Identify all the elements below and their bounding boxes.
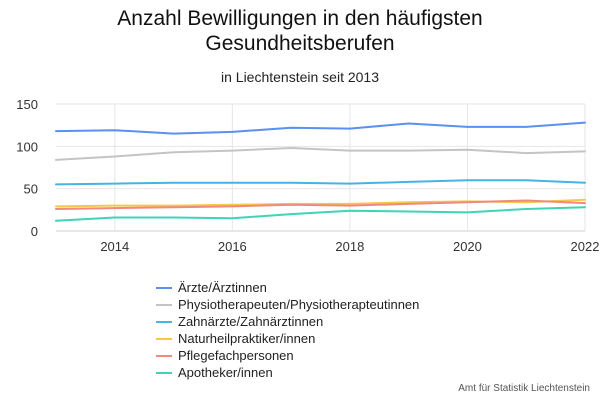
line-chart: 0 50 100 150 2014 2016 2018 2020 2022 — [16, 97, 599, 254]
legend-swatch — [156, 354, 172, 357]
legend-swatch — [156, 303, 172, 306]
x-tick-label: 2022 — [571, 239, 600, 254]
legend-item: Zahnärzte/Zahnärztinnen — [156, 313, 419, 330]
chart-title: Anzahl Bewilligungen in den häufigsten G… — [0, 6, 600, 56]
series-line-3 — [55, 179, 586, 186]
legend-swatch — [156, 337, 172, 340]
series-line-5 — [55, 199, 586, 210]
y-tick-label: 0 — [31, 224, 38, 239]
y-axis-ticks: 0 50 100 150 — [16, 97, 38, 239]
legend-item: Naturheilpraktiker/innen — [156, 330, 419, 347]
legend-item: Pflegefachpersonen — [156, 347, 419, 364]
legend-label: Pflegefachpersonen — [178, 348, 294, 363]
x-tick-label: 2014 — [100, 239, 129, 254]
legend-swatch — [156, 286, 172, 289]
x-tick-label: 2018 — [335, 239, 364, 254]
legend-item: Ärzte/Ärztinnen — [156, 279, 419, 296]
source-note: Amt für Statistik Liechtenstein — [458, 383, 590, 394]
legend-label: Ärzte/Ärztinnen — [178, 280, 267, 295]
legend-item: Physiotherapeuten/Physiotherapteutinnen — [156, 296, 419, 313]
y-tick-label: 150 — [16, 97, 38, 112]
grid-lines — [56, 103, 586, 232]
series-lines — [55, 121, 586, 222]
x-axis-ticks: 2014 2016 2018 2020 2022 — [100, 239, 599, 254]
x-tick-label: 2020 — [453, 239, 482, 254]
chart-title-line-1: Anzahl Bewilligungen in den häufigsten — [117, 7, 483, 30]
y-tick-label: 50 — [24, 182, 38, 197]
x-tick-label: 2016 — [218, 239, 247, 254]
legend-swatch — [156, 371, 172, 374]
legend-label: Physiotherapeuten/Physiotherapteutinnen — [178, 297, 420, 312]
y-tick-label: 100 — [16, 139, 38, 154]
chart-subtitle: in Liechtenstein seit 2013 — [221, 69, 379, 85]
legend-label: Apotheker/innen — [178, 365, 273, 380]
chart-legend: Ärzte/Ärztinnen Physiotherapeuten/Physiot… — [156, 279, 419, 381]
series-line-6 — [55, 206, 586, 222]
chart-title-line-2: Gesundheitsberufen — [205, 32, 395, 55]
legend-label: Naturheilpraktiker/innen — [178, 331, 316, 346]
legend-label: Zahnärzte/Zahnärztinnen — [178, 314, 324, 329]
legend-item: Apotheker/innen — [156, 364, 419, 381]
series-line-1 — [55, 121, 586, 135]
series-line-2 — [55, 147, 586, 161]
legend-swatch — [156, 320, 172, 323]
